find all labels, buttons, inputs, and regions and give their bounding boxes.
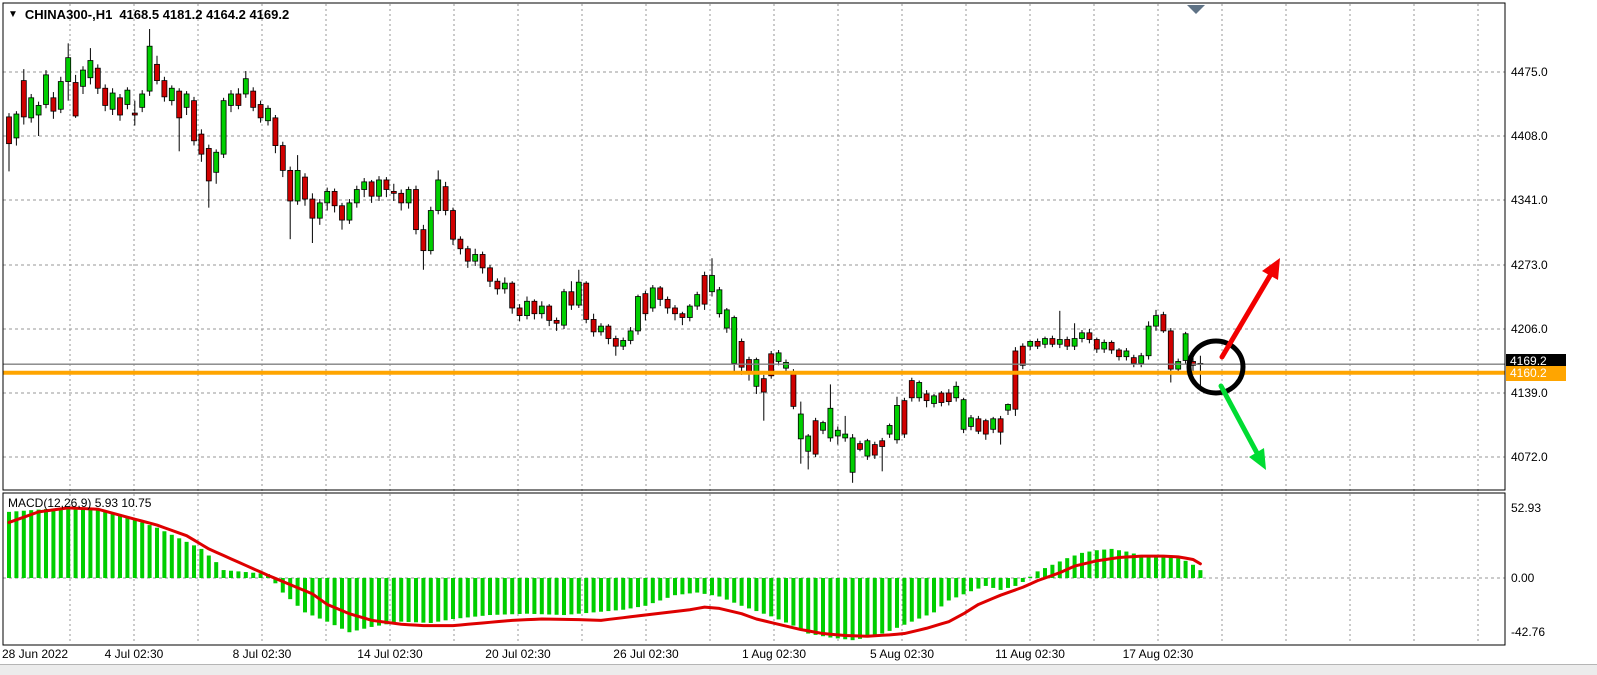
time-axis-label: 26 Jul 02:30 [613,647,679,661]
symbol-title: CHINA300-,H1 [24,7,113,22]
time-marker-icon[interactable] [1187,5,1205,14]
up-arrow-annotation[interactable] [1219,271,1274,360]
time-axis-label: 8 Jul 02:30 [232,647,292,661]
price-axis-label: 4273.0 [1511,257,1548,272]
price-axis-label: 4206.0 [1511,321,1548,336]
time-axis-label: 28 Jun 2022 [2,647,69,661]
bid-price-tag: 4169.2 [1506,354,1566,369]
time-axis-label: 14 Jul 02:30 [357,647,423,661]
macd-axis-label: 52.93 [1511,501,1542,515]
macd-indicator-label: MACD(12,26,9) 5.93 10.75 [8,496,152,510]
highlight-circle-annotation[interactable] [1186,338,1246,396]
time-axis-label: 11 Aug 02:30 [995,647,1065,661]
price-axis-label: 4475.0 [1511,65,1548,79]
price-axis-label: 4408.0 [1511,129,1548,143]
macd-axis-label: 0.00 [1511,571,1535,585]
orange-line-price-tag: 4160.2 [1506,366,1566,381]
time-axis-label: 4 Jul 02:30 [104,647,164,661]
down-arrow-annotation[interactable] [1218,383,1260,456]
price-axis-label: 4072.0 [1511,449,1548,464]
time-axis-label: 1 Aug 02:30 [741,647,807,661]
chart-title-row: ▼ CHINA300-,H1 4168.5 4181.2 4164.2 4169… [8,7,289,22]
time-axis-label: 5 Aug 02:30 [869,647,935,661]
price-axis-label: 4341.0 [1511,193,1548,207]
ohlc-values: 4168.5 4181.2 4164.2 4169.2 [119,7,290,22]
time-axis-label: 20 Jul 02:30 [485,647,551,661]
time-axis-label: 17 Aug 02:30 [1122,647,1194,661]
price-axis-label: 4139.0 [1511,385,1548,400]
window-bottom-strip [0,664,1597,675]
symbol-dropdown-icon[interactable]: ▼ [8,9,18,20]
macd-axis-label: -42.76 [1511,625,1546,639]
